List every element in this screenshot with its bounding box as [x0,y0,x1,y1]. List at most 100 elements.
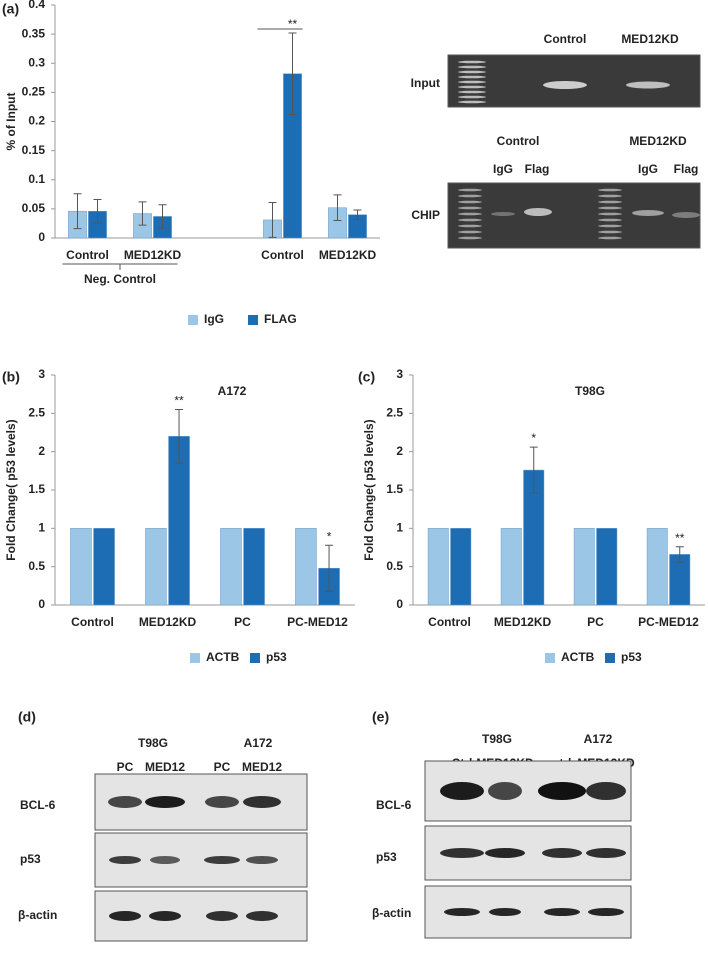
cell-line-label: T98G [138,736,168,750]
gel-band [205,796,239,808]
gel-band [458,230,482,234]
y-tick-label: 2.5 [28,406,45,420]
row-label: p53 [376,850,397,864]
gel-band [458,212,482,216]
condition-label: Control [497,134,540,148]
row-label: BCL-6 [20,798,56,812]
gel-band [440,848,484,858]
gel-band [458,224,482,228]
gel-band [632,210,664,216]
significance-label: ** [174,394,184,408]
gel-band [598,200,622,204]
gel-band [485,848,525,858]
y-tick-label: 0.05 [22,201,46,215]
y-tick-label: 0.4 [28,0,45,11]
panel-label: (e) [372,709,389,725]
row-label: CHIP [411,208,440,222]
gel-band [543,81,587,89]
lane-label: MED12 [242,760,282,774]
error-bar [158,204,167,229]
gel-band [598,230,622,234]
y-tick-label: 0 [38,230,45,244]
gel-band [458,206,482,210]
gel-band [243,796,281,808]
gel-band [598,188,622,192]
y-axis-label: Fold Change( p53 levels) [4,419,18,560]
y-tick-label: 3 [396,367,403,381]
gel-band [458,236,482,240]
y-tick-label: 1 [396,521,403,535]
y-tick-label: 2.5 [386,406,403,420]
y-axis-label: % of Input [4,93,18,151]
gel-band [586,848,626,858]
gel-band [458,75,486,79]
x-tick-label: MED12KD [494,615,552,629]
significance-label: * [327,529,332,543]
y-tick-label: 1.5 [386,482,403,496]
gel [447,182,701,249]
y-axis-label: Fold Change( p53 levels) [362,419,376,560]
panel-label: (a) [2,1,19,17]
bar [243,528,265,606]
gel-band [672,212,700,218]
bar [450,528,472,606]
bar [573,528,595,606]
gel-band [458,218,482,222]
gel-band [109,856,141,864]
row-label: Input [411,76,440,90]
gel-band [586,782,626,800]
gel-band [524,208,552,216]
lane-label: Flag [525,162,550,176]
x-tick-label: Control [71,615,114,629]
cell-line-label: A172 [584,732,613,746]
x-tick-label: PC-MED12 [638,615,699,629]
y-tick-label: 1.5 [28,482,45,496]
error-bar [353,209,362,220]
y-tick-label: 0 [396,597,403,611]
lane-label: Flag [674,162,699,176]
gel-band [206,911,238,921]
x-tick-label: PC [234,615,251,629]
y-tick-label: 0.35 [22,26,46,40]
lane-label: IgG [638,162,658,176]
row-label: p53 [20,852,41,866]
y-tick-label: 0.5 [386,559,403,573]
gel-band [598,212,622,216]
error-bar [333,194,342,222]
x-tick-label: MED12KD [139,615,197,629]
error-bar [175,409,184,464]
gel-band [538,782,586,800]
gel-band [544,908,580,916]
legend-label: IgG [204,312,224,326]
lane-label: IgG [493,162,513,176]
lane-label: MED12KD [621,32,679,46]
gel-band [458,90,486,94]
gel-band [626,81,670,89]
significance-label: ** [288,17,298,31]
x-tick-label: Control [261,248,304,262]
legend-label: ACTB [561,650,595,664]
gel-band [491,212,515,216]
chart-title: A172 [218,384,247,398]
legend-swatch [605,653,615,663]
y-tick-label: 1 [38,521,45,535]
lane-label: PC [214,760,231,774]
row-label: β-actin [372,906,411,920]
error-bar [529,446,538,494]
error-bar [138,201,147,226]
gel-band [458,60,486,64]
significance-label: * [531,431,536,445]
gel-band [598,224,622,228]
gel-band [145,796,185,808]
gel-band [598,236,622,240]
error-bar [73,193,82,230]
gel-band [458,188,482,192]
x-tick-label: Control [66,248,109,262]
bar [70,528,92,606]
x-tick-label: Control [428,615,471,629]
error-bar [268,201,277,238]
gel-band [458,70,486,74]
y-tick-label: 2 [38,444,45,458]
legend-label: ACTB [206,650,240,664]
